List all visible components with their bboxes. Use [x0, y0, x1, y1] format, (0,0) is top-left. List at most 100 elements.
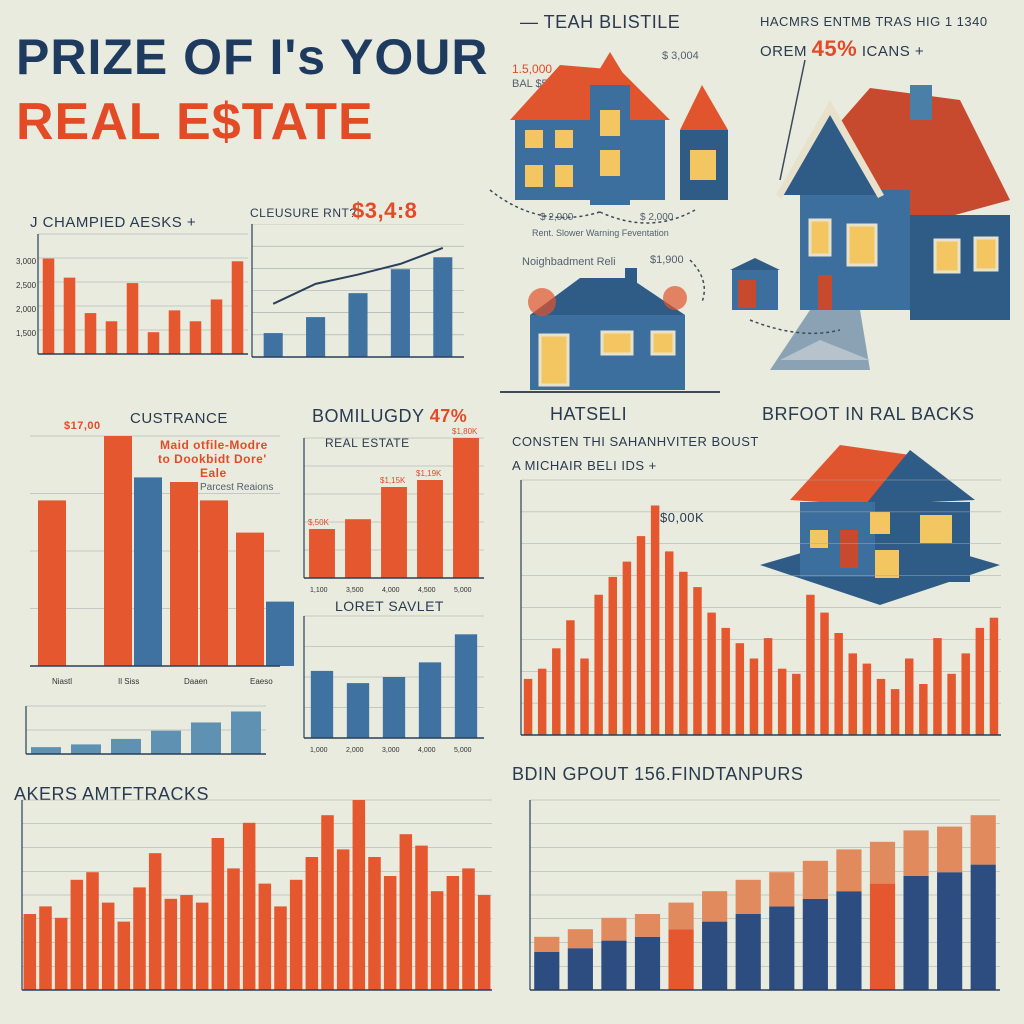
c1-bar: [210, 299, 223, 354]
c4-bar: [309, 529, 335, 578]
c8-bar: [39, 906, 52, 990]
c7-bar: [594, 594, 603, 735]
c4-bar: [417, 480, 443, 578]
c8-bar: [211, 838, 225, 990]
c4-data-label: $1,80K: [452, 427, 478, 436]
c7-bar: [905, 658, 914, 735]
c3-category-label: Niastl: [52, 677, 72, 686]
c7-bar: [537, 668, 547, 735]
neighborhood-value: $1,900: [650, 254, 684, 266]
c8-bar: [274, 906, 287, 990]
c5-bar: [382, 677, 406, 738]
c1-bar: [168, 310, 181, 354]
rent-slower-label: Rent. Slower Warning Feventation: [532, 228, 669, 238]
real-estate-label: REAL ESTATE: [325, 436, 410, 450]
chart9-bars: [529, 799, 1000, 991]
c7-bar: [989, 617, 999, 735]
c1-bar: [63, 277, 76, 354]
chart8-title: AKERS AMTFTRACKS: [14, 784, 210, 804]
c4-category-label: 1,100: [310, 587, 328, 594]
bfoot-label: BRFOOT IN RAL BACKS: [762, 404, 975, 424]
page-title-line1: PRIZE OF I's YOUR: [16, 29, 489, 85]
c9-bar-series2: [735, 879, 761, 914]
c5-category-label: 5,000: [454, 747, 472, 754]
neighborhood-label: Noighbadment Reli: [522, 256, 616, 268]
c9-bar-series1: [802, 898, 828, 990]
c2-trend-line: [272, 247, 444, 305]
c7-bar: [820, 612, 829, 735]
c9-bar-series1: [634, 936, 661, 990]
c7-bar: [848, 653, 857, 735]
c3-bar-series1: [170, 482, 198, 666]
consten-label: CONSTEN THI SAHANHVITER BOUST: [512, 434, 759, 449]
c7-bar: [735, 643, 745, 735]
c7-bar: [650, 505, 660, 735]
c4-data-label: $,50K: [308, 518, 330, 527]
c8-bar: [477, 895, 491, 990]
c8-bar: [289, 879, 303, 990]
c8-bar: [54, 917, 68, 990]
c7-bar: [636, 536, 646, 735]
top-right-label-2a: OREM: [760, 43, 807, 60]
c2-bar: [306, 317, 326, 357]
c4-category-label: 4,000: [382, 587, 400, 594]
c5-bar: [346, 683, 370, 738]
chart8-area: [21, 799, 492, 991]
c9-bar-series1: [836, 891, 862, 990]
c7-bar: [665, 551, 674, 735]
c7-bar: [792, 673, 801, 735]
c9-bar-series2: [534, 936, 560, 952]
c9-bar-series2: [903, 830, 929, 876]
c1-tick-label: 1,500: [16, 329, 37, 338]
c5-category-label: 2,000: [346, 747, 364, 754]
c7-bar: [679, 571, 688, 735]
c9-bar-series2: [601, 917, 627, 941]
c8-bar: [383, 876, 397, 990]
c9-bar-series1: [601, 940, 627, 990]
c7-bar: [862, 663, 872, 735]
c9-bar-series1: [735, 914, 761, 990]
c8-bar: [180, 895, 193, 990]
c2-bar: [348, 293, 368, 357]
chart9-area: [529, 799, 1000, 991]
c5-bar: [454, 634, 478, 738]
chart2-title: CLEUSURE RNT?: [250, 206, 357, 220]
c4-bar: [381, 487, 407, 578]
c1-bar: [42, 258, 55, 354]
c2-bar: [390, 269, 410, 357]
c3-category-label: Daaen: [184, 677, 208, 686]
c5-category-label: 4,000: [418, 747, 436, 754]
victorian-house-icon: [510, 52, 728, 205]
c9-bar-series1: [869, 883, 896, 990]
c9-bar-series2: [702, 891, 728, 922]
c8-bar: [195, 902, 209, 990]
chart7-title: A MICHAIR BELI IDS +: [512, 458, 657, 473]
c8-bar: [258, 883, 272, 990]
c7-bar: [749, 658, 759, 735]
c8-bar: [368, 857, 381, 990]
c8-bar: [101, 902, 115, 990]
c3-bar-series2: [134, 477, 162, 666]
c7-bar: [707, 612, 716, 735]
chart5-title: LORET SAVLET: [335, 598, 444, 614]
top-right-label-2: OREM 45% ICANS +: [760, 36, 924, 62]
c9-bar-series2: [769, 872, 795, 907]
c9-bar-series2: [869, 841, 896, 884]
c3-bar-series2: [266, 601, 294, 666]
garage-icon: [730, 258, 780, 310]
maid-label-3: Eale: [200, 466, 227, 480]
chart7-area: [520, 479, 1001, 736]
c1-bar: [231, 261, 244, 354]
c8-bar: [227, 868, 240, 990]
house-label-2000: $ 2,000: [640, 212, 674, 223]
chart1-bars: 3,000 2,500 2,000 1,500: [16, 233, 248, 355]
maid-label-1: Maid otfile-Modre: [160, 438, 268, 452]
c6-bar: [71, 744, 101, 754]
c7-bar: [763, 638, 773, 735]
c1-bar: [189, 321, 202, 354]
c3-bar-series2: [200, 500, 228, 666]
hatseli-label: HATSELI: [550, 404, 628, 424]
chart1-chart2-area: 3,000 2,500 2,000 1,500: [16, 224, 464, 358]
c7-bar: [566, 620, 575, 735]
row2-charts-area: Niastl Il Siss Daaen Eaeso 1,100 3,500 4,000 4…: [25, 427, 484, 755]
